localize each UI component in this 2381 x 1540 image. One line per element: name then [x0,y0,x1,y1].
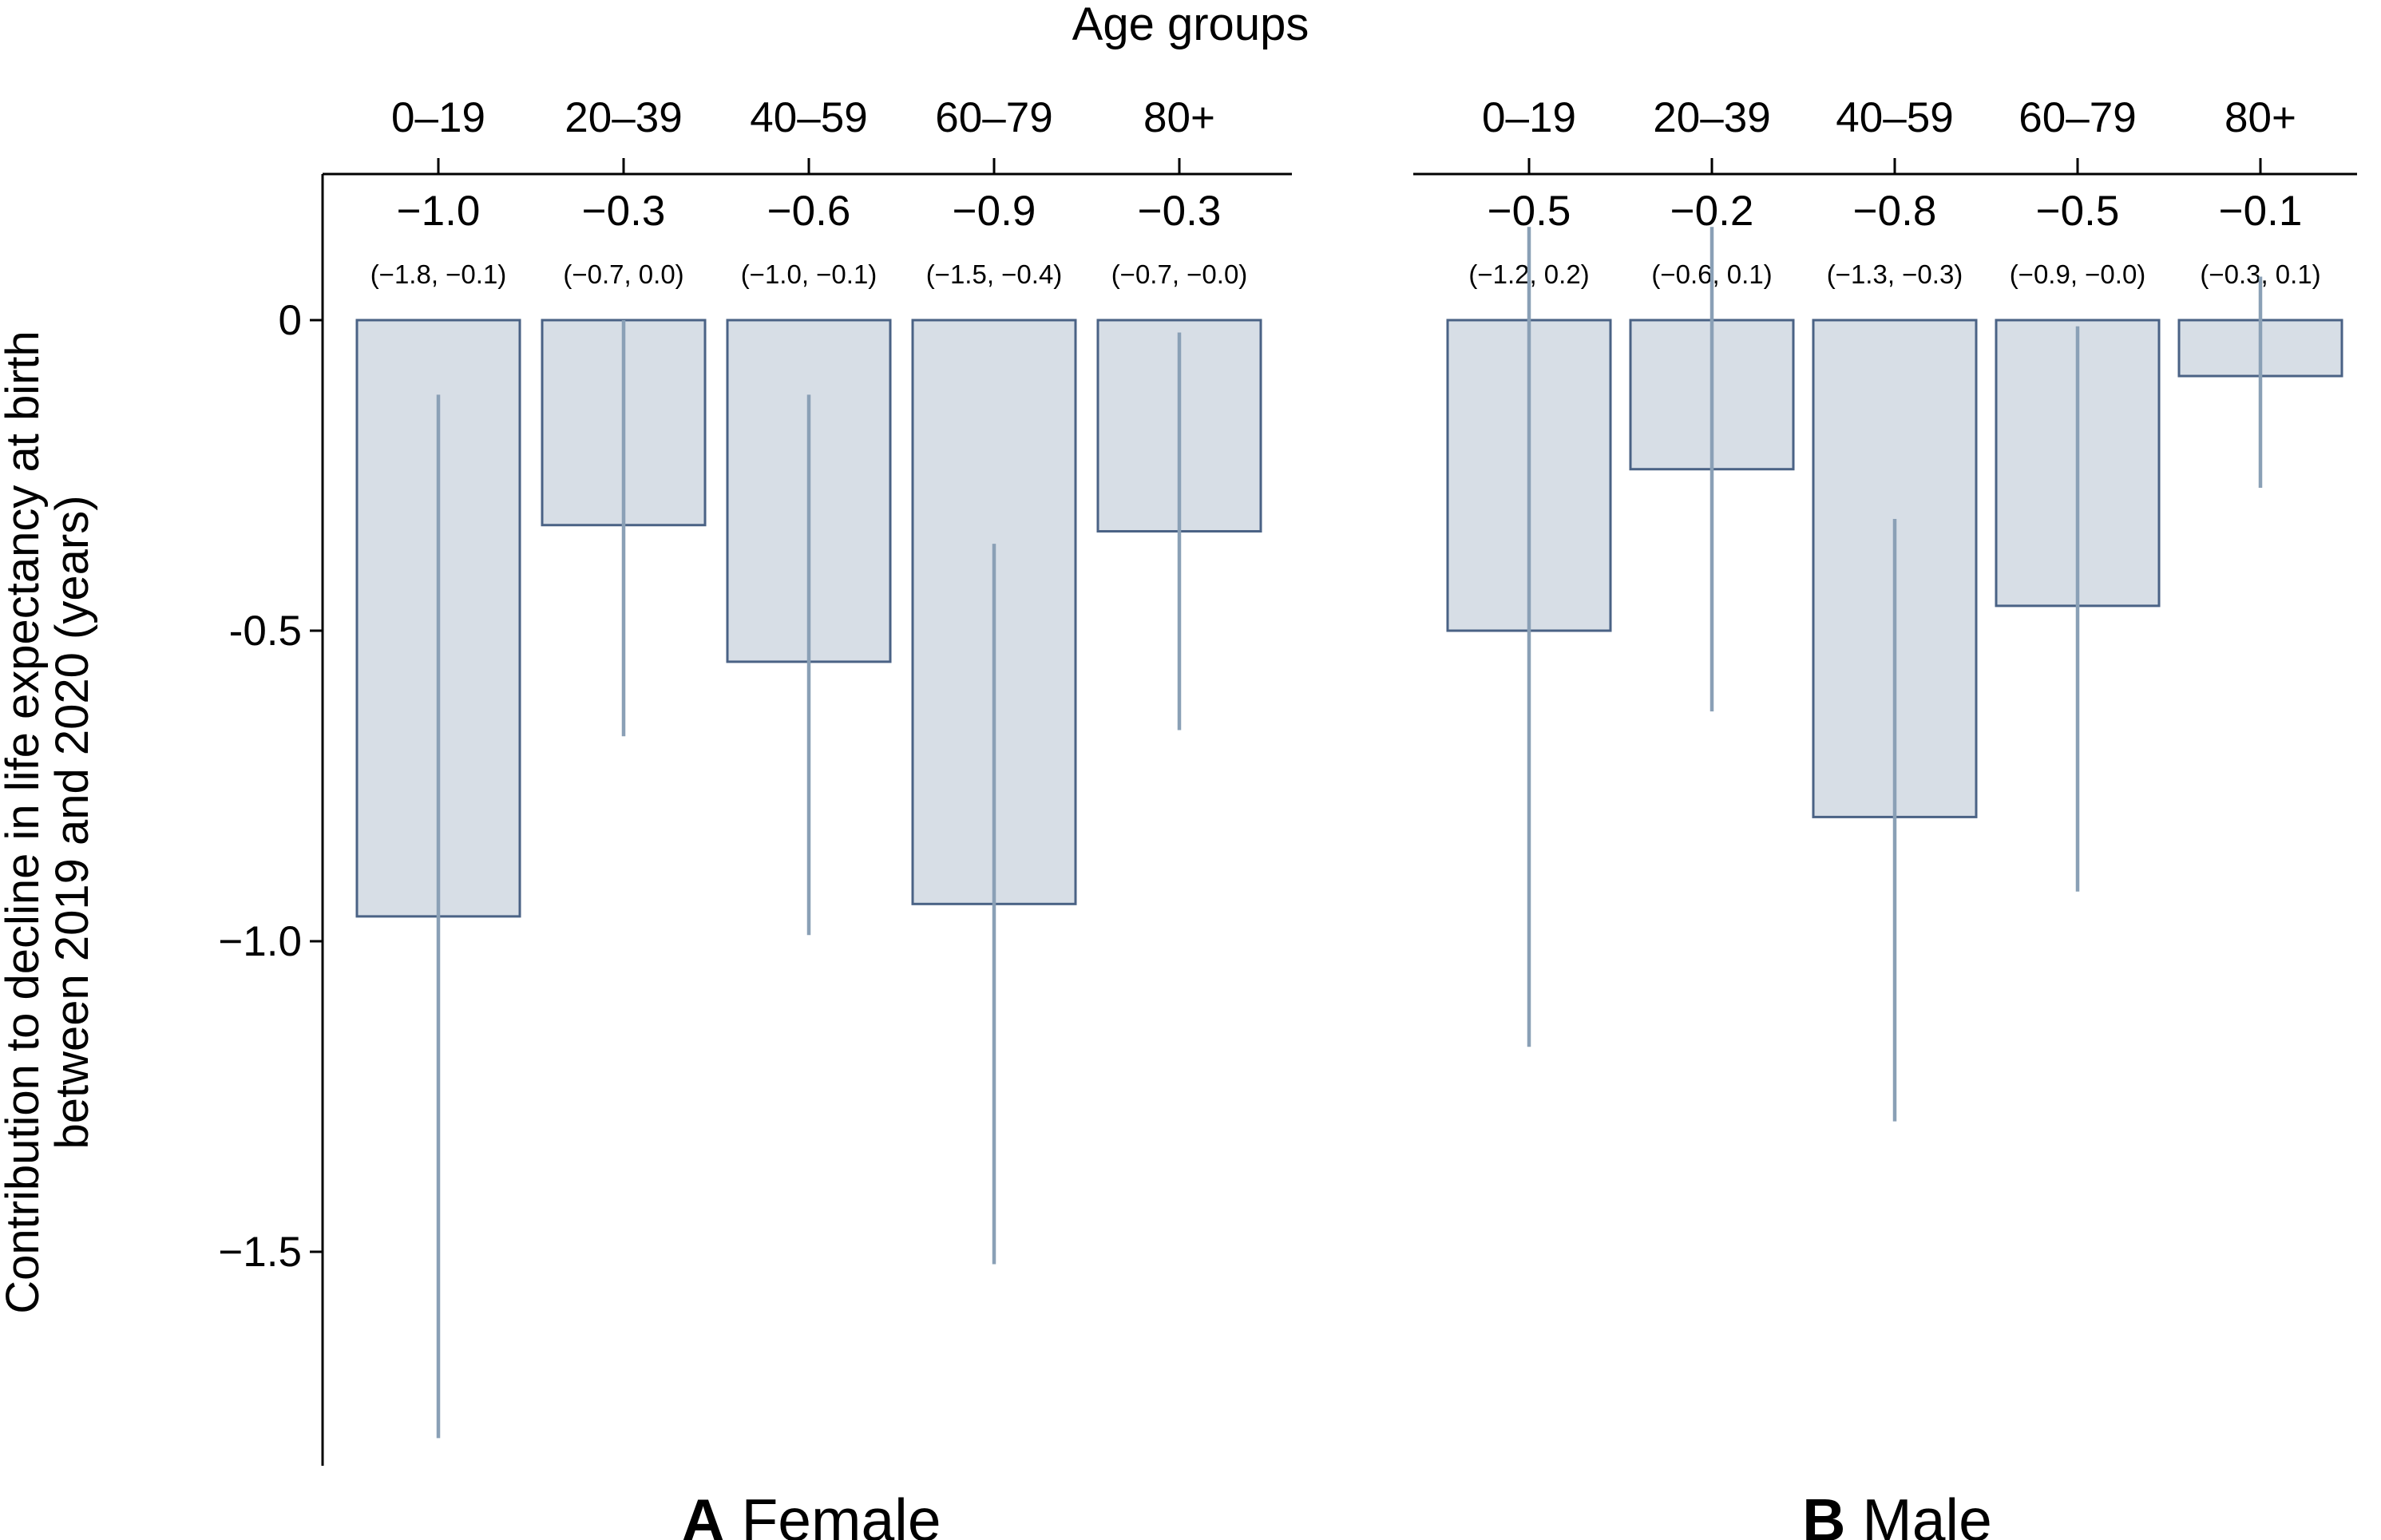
panel-name-female: Female [741,1487,941,1540]
value-label: −0.3 [582,188,666,235]
age-group-label: 80+ [1143,94,1215,141]
panel-female: 0–19 −1.0 (−1.8, −0.1) 20–39 −0.3 (−0.7, 0.0)… [323,94,1292,1439]
y-tick-label: −1.5 [218,1229,302,1276]
y-tick-label: 0 [279,297,302,344]
y-axis-title: Contribution to decline in life expectan… [0,331,98,1314]
ci-label: (−0.9, −0.0) [2010,259,2146,289]
y-tick-label: -0.5 [229,608,302,655]
ci-label: (−1.5, −0.4) [926,259,1063,289]
ci-label: (−0.7, 0.0) [563,259,683,289]
y-tick-label: −1.0 [218,918,302,965]
value-label: −0.6 [767,188,851,235]
panel-letter-b: B [1802,1487,1845,1540]
value-label: −0.8 [1853,188,1937,235]
panel-name-male: Male [1862,1487,1992,1540]
value-label: −0.5 [1488,188,1571,235]
x-axis-title: Age groups [1072,0,1309,50]
value-label: −0.5 [2036,188,2120,235]
y-axis-ticks: 0 -0.5 −1.0 −1.5 [218,297,323,1276]
age-group-label: 40–59 [750,94,867,141]
panel-label-male: B Male [1802,1487,1992,1540]
panel-male: 0–19−0.5(−1.2, 0.2)20–39−0.2(−0.6, 0.1)4… [1413,94,2357,1122]
age-group-label: 60–79 [935,94,1052,141]
value-label: −0.3 [1138,188,1222,235]
ci-label: (−1.3, −0.3) [1827,259,1963,289]
y-axis-title-line-1: Contribution to decline in life expectan… [0,331,49,1314]
panel-label-female: A Female [681,1487,941,1540]
ci-label: (−1.8, −0.1) [370,259,507,289]
y-axis-title-line-2: between 2019 and 2020 (years) [46,495,98,1149]
value-label: −0.2 [1670,188,1754,235]
age-group-label: 80+ [2225,94,2296,141]
value-label: −0.9 [953,188,1036,235]
age-group-label: 20–39 [565,94,682,141]
panel-letter-a: A [681,1487,724,1540]
age-group-label: 60–79 [2019,94,2136,141]
ci-label: (−1.0, −0.1) [741,259,878,289]
value-label: −0.1 [2219,188,2303,235]
ci-label: (−0.7, −0.0) [1111,259,1248,289]
value-label: −1.0 [397,188,481,235]
age-group-label: 0–19 [1482,94,1576,141]
age-group-label: 20–39 [1653,94,1770,141]
age-group-label: 40–59 [1836,94,1953,141]
age-group-label: 0–19 [391,94,485,141]
